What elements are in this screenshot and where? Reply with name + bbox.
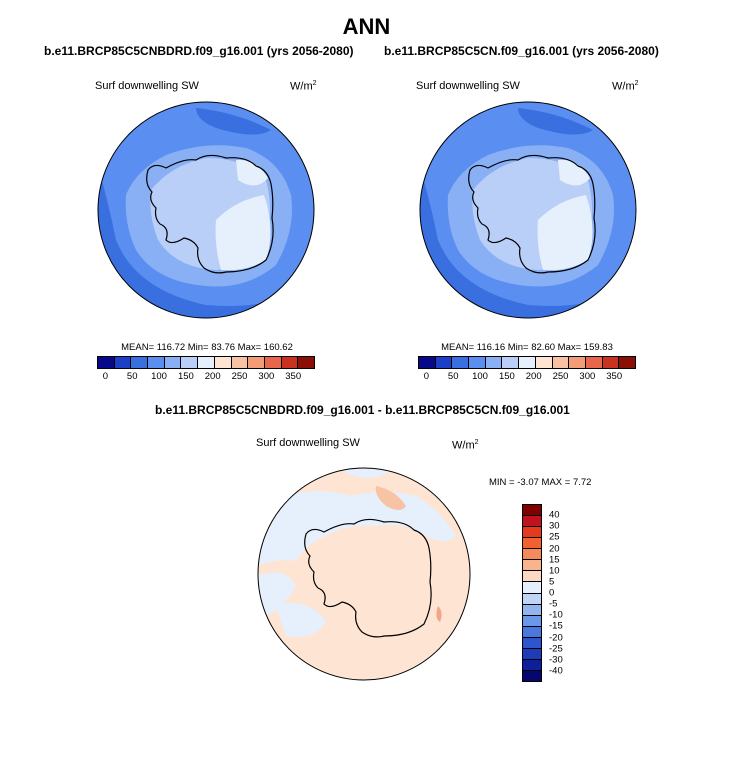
- colorbar-swatch: [485, 357, 503, 368]
- colorbar-tick-label: 250: [552, 371, 569, 382]
- colorbar-tick-label: 20: [549, 543, 560, 554]
- colorbar-swatch: [523, 505, 541, 517]
- colorbar-swatch: [523, 626, 541, 638]
- colorbar-tick-label: -40: [549, 665, 563, 677]
- colorbar-swatch: [523, 659, 541, 671]
- colorbar-swatch: [523, 615, 541, 627]
- colorbar-tick-label: 0: [549, 587, 555, 599]
- colorbar-swatch: [523, 538, 541, 550]
- colorbar-tick-label: -20: [549, 632, 563, 643]
- colorbar-swatch: [585, 357, 603, 368]
- left-units-label: W/m2: [290, 80, 317, 93]
- colorbar-tick-label: 150: [498, 371, 515, 382]
- colorbar-tick-label: 150: [177, 371, 194, 382]
- right-polar-map: [419, 101, 637, 319]
- colorbar-tick-label: 100: [151, 371, 167, 382]
- colorbar-swatch: [148, 357, 165, 368]
- diff-colorbar: 40 30 25 20 15 10 5 0 -5 -10 -15 -20 -25 -30 -40: [522, 504, 563, 682]
- colorbar-swatch: [452, 357, 470, 368]
- left-stats: MEAN= 116.72 Min= 83.76 Max= 160.62: [121, 342, 293, 353]
- colorbar-swatch: [523, 648, 541, 660]
- colorbar-tick-label: 250: [231, 371, 248, 382]
- colorbar-tick-label: 100: [472, 371, 488, 382]
- right-colorbar-labels: 0 50 100 150 200 250 300 350: [418, 369, 636, 382]
- diff-units-label: W/m2: [452, 439, 479, 452]
- colorbar-swatch: [523, 604, 541, 616]
- left-colorbar-labels: 0 50 100 150 200 250 300 350: [97, 369, 315, 382]
- colorbar-swatch: [502, 357, 520, 368]
- colorbar-swatch: [523, 637, 541, 649]
- colorbar-tick-label: 300: [579, 371, 596, 382]
- colorbar-tick-label: 0: [102, 371, 109, 382]
- colorbar-tick-label: 50: [126, 371, 138, 382]
- colorbar-tick-label: 15: [549, 554, 560, 566]
- colorbar-swatch: [419, 357, 436, 368]
- right-colorbar: 0 50 100 150 200 250 300 350: [418, 356, 636, 382]
- left-colorbar-swatches: [97, 356, 315, 369]
- colorbar-tick-label: 40: [549, 509, 560, 521]
- figure-title: ANN: [342, 14, 391, 39]
- colorbar-tick-label: 300: [258, 371, 275, 382]
- colorbar-swatch: [281, 357, 299, 368]
- colorbar-swatch: [248, 357, 265, 368]
- colorbar-swatch: [264, 357, 282, 368]
- colorbar-tick-label: -15: [549, 620, 563, 632]
- colorbar-swatch: [523, 593, 541, 605]
- colorbar-swatch: [131, 357, 149, 368]
- colorbar-swatch: [469, 357, 486, 368]
- colorbar-swatch: [181, 357, 199, 368]
- colorbar-swatch: [523, 571, 541, 583]
- right-variable-label: Surf downwelling SW: [416, 80, 520, 92]
- diff-stats: MIN = -3.07 MAX = 7.72: [489, 477, 592, 488]
- colorbar-swatch: [619, 357, 635, 368]
- right-units-label: W/m2: [612, 80, 639, 93]
- colorbar-tick-label: 30: [549, 520, 560, 532]
- left-variable-label: Surf downwelling SW: [95, 80, 199, 92]
- colorbar-tick-label: -10: [549, 609, 563, 621]
- right-panel-title: b.e11.BRCP85C5CN.f09_g16.001 (yrs 2056-2…: [384, 44, 659, 58]
- colorbar-tick-label: 5: [549, 576, 555, 588]
- colorbar-tick-label: 200: [525, 371, 542, 382]
- colorbar-swatch: [569, 357, 586, 368]
- colorbar-swatch: [519, 357, 536, 368]
- colorbar-swatch: [523, 549, 541, 561]
- colorbar-tick-label: 25: [549, 531, 560, 543]
- diff-panel-title: b.e11.BRCP85C5CNBDRD.f09_g16.001 - b.e11…: [155, 403, 570, 417]
- colorbar-swatch: [523, 560, 541, 572]
- colorbar-swatch: [523, 582, 541, 594]
- colorbar-swatch: [602, 357, 620, 368]
- colorbar-tick-label: -5: [549, 598, 558, 610]
- colorbar-tick-label: 350: [285, 371, 302, 382]
- diff-colorbar-swatches: [522, 504, 542, 682]
- colorbar-swatch: [198, 357, 215, 368]
- colorbar-swatch: [231, 357, 249, 368]
- colorbar-swatch: [214, 357, 232, 368]
- colorbar-tick-label: -30: [549, 654, 563, 666]
- colorbar-tick-label: 350: [606, 371, 623, 382]
- colorbar-swatch: [535, 357, 553, 368]
- colorbar-tick-label: 200: [204, 371, 221, 382]
- colorbar-tick-label: 0: [423, 371, 430, 382]
- colorbar-swatch: [523, 670, 541, 681]
- colorbar-swatch: [98, 357, 115, 368]
- colorbar-swatch: [164, 357, 182, 368]
- colorbar-swatch: [552, 357, 570, 368]
- right-colorbar-swatches: [418, 356, 636, 369]
- colorbar-swatch: [523, 516, 541, 528]
- colorbar-tick-label: 10: [549, 565, 560, 577]
- diff-variable-label: Surf downwelling SW: [256, 437, 360, 449]
- colorbar-swatch: [523, 527, 541, 539]
- colorbar-tick-label: 50: [447, 371, 459, 382]
- colorbar-swatch: [298, 357, 314, 368]
- diff-polar-map: [257, 467, 471, 681]
- left-panel-title: b.e11.BRCP85C5CNBDRD.f09_g16.001 (yrs 20…: [44, 44, 354, 58]
- colorbar-swatch: [435, 357, 453, 368]
- left-polar-map: [97, 101, 315, 319]
- colorbar-swatch: [114, 357, 132, 368]
- colorbar-tick-label: -25: [549, 643, 563, 655]
- right-stats: MEAN= 116.16 Min= 82.60 Max= 159.83: [441, 342, 613, 353]
- left-colorbar: 0 50 100 150 200 250 300 350: [97, 356, 315, 382]
